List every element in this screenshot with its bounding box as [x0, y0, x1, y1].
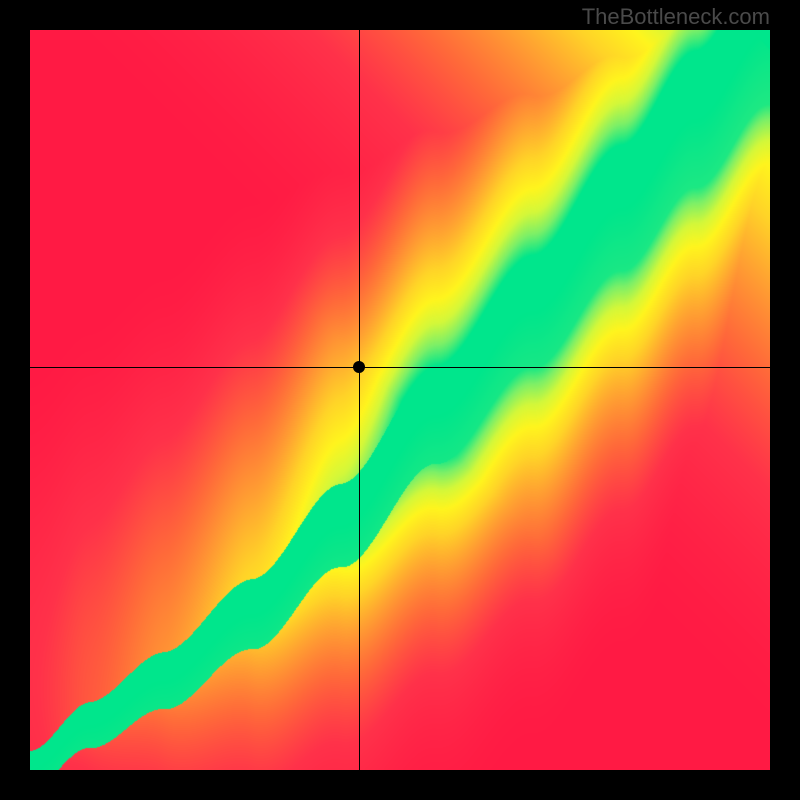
crosshair-horizontal-line	[30, 367, 770, 368]
crosshair-vertical-line	[359, 30, 360, 770]
watermark-text: TheBottleneck.com	[582, 4, 770, 30]
crosshair-point	[353, 361, 365, 373]
bottleneck-heatmap-chart	[30, 30, 770, 770]
heatmap-canvas	[30, 30, 770, 770]
